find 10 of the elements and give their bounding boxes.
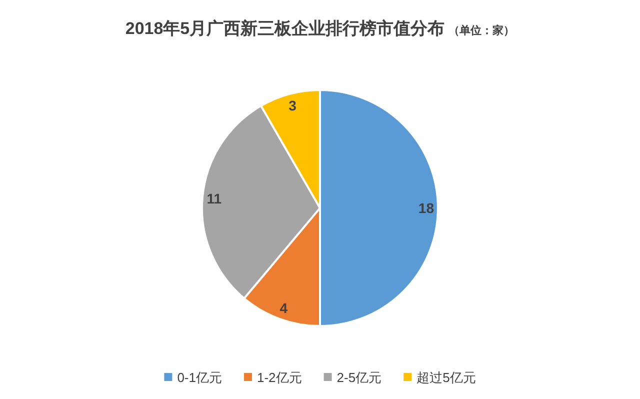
legend-label: 1-2亿元	[256, 370, 302, 385]
legend-label: 超过5亿元	[416, 370, 476, 385]
data-label: 3	[288, 97, 297, 114]
data-label: 11	[206, 190, 222, 207]
data-label: 4	[280, 300, 288, 316]
data-label: 18	[418, 200, 434, 216]
chart-subtitle: （单位：家）	[448, 24, 515, 37]
legend-label: 2-5亿元	[336, 370, 382, 385]
legend-label: 0-1亿元	[177, 370, 222, 385]
chart-title: 2018年5月广西新三板企业排行榜市值分布	[125, 19, 445, 38]
